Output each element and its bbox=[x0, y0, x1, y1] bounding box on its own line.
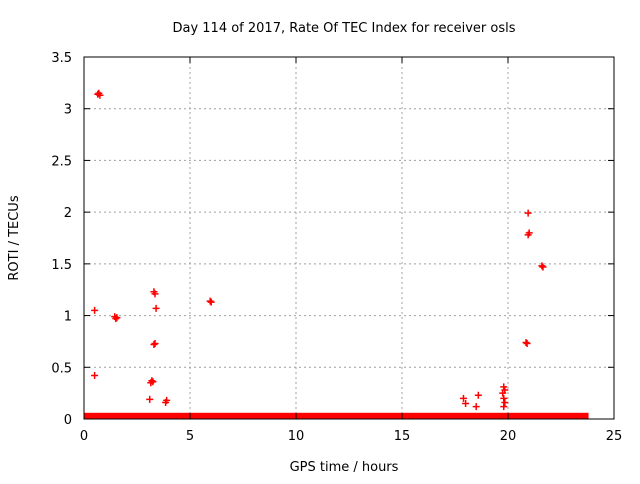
y-tick-label: 3 bbox=[64, 103, 72, 118]
data-point bbox=[152, 304, 160, 312]
x-axis-label: GPS time / hours bbox=[290, 460, 399, 475]
data-point bbox=[206, 297, 214, 305]
data-point bbox=[538, 262, 546, 270]
y-tick-label: 0 bbox=[64, 413, 72, 428]
y-tick-label: 2 bbox=[64, 206, 72, 221]
data-point bbox=[500, 383, 508, 391]
data-point bbox=[151, 290, 159, 298]
x-tick-label: 10 bbox=[288, 429, 305, 444]
data-point bbox=[91, 372, 99, 380]
y-tick-label: 2.5 bbox=[51, 154, 72, 169]
x-tick-label: 15 bbox=[394, 429, 411, 444]
axis-ticks: 0 5 10 15 20 25 0 0.5 1 1.5 2 2.5 3 3.5 bbox=[51, 51, 622, 444]
chart-title: Day 114 of 2017, Rate Of TEC Index for r… bbox=[172, 21, 515, 36]
data-point bbox=[472, 403, 480, 411]
plot-frame bbox=[83, 56, 615, 420]
data-point bbox=[500, 394, 508, 402]
data-point bbox=[499, 389, 507, 397]
data-points bbox=[91, 89, 547, 411]
data-point bbox=[113, 314, 121, 322]
data-point bbox=[459, 394, 467, 402]
data-point bbox=[501, 398, 509, 406]
data-point bbox=[500, 403, 508, 411]
y-tick-label: 1 bbox=[64, 310, 72, 325]
data-point bbox=[112, 315, 120, 323]
data-point bbox=[151, 339, 159, 347]
y-axis-label: ROTI / TECUs bbox=[7, 195, 22, 280]
x-tick-label: 5 bbox=[186, 429, 194, 444]
baseline-band bbox=[84, 412, 589, 419]
data-point bbox=[91, 306, 99, 314]
data-point bbox=[147, 379, 155, 387]
x-tick-label: 25 bbox=[606, 429, 623, 444]
data-point bbox=[146, 395, 154, 403]
grid bbox=[84, 57, 614, 419]
data-point bbox=[539, 263, 547, 271]
data-point bbox=[462, 399, 470, 407]
x-tick-label: 20 bbox=[500, 429, 517, 444]
y-tick-label: 0.5 bbox=[51, 361, 72, 376]
data-point bbox=[474, 391, 482, 399]
y-tick-label: 3.5 bbox=[51, 51, 72, 66]
y-tick-label: 1.5 bbox=[51, 258, 72, 273]
data-point bbox=[94, 90, 102, 98]
data-point bbox=[523, 339, 531, 347]
data-point bbox=[207, 298, 215, 306]
data-point bbox=[522, 338, 530, 346]
data-point bbox=[162, 398, 170, 406]
baseline-band-fill bbox=[84, 412, 589, 419]
x-tick-label: 0 bbox=[80, 429, 88, 444]
data-point bbox=[525, 229, 533, 237]
data-point bbox=[524, 209, 532, 217]
data-point bbox=[150, 341, 158, 349]
